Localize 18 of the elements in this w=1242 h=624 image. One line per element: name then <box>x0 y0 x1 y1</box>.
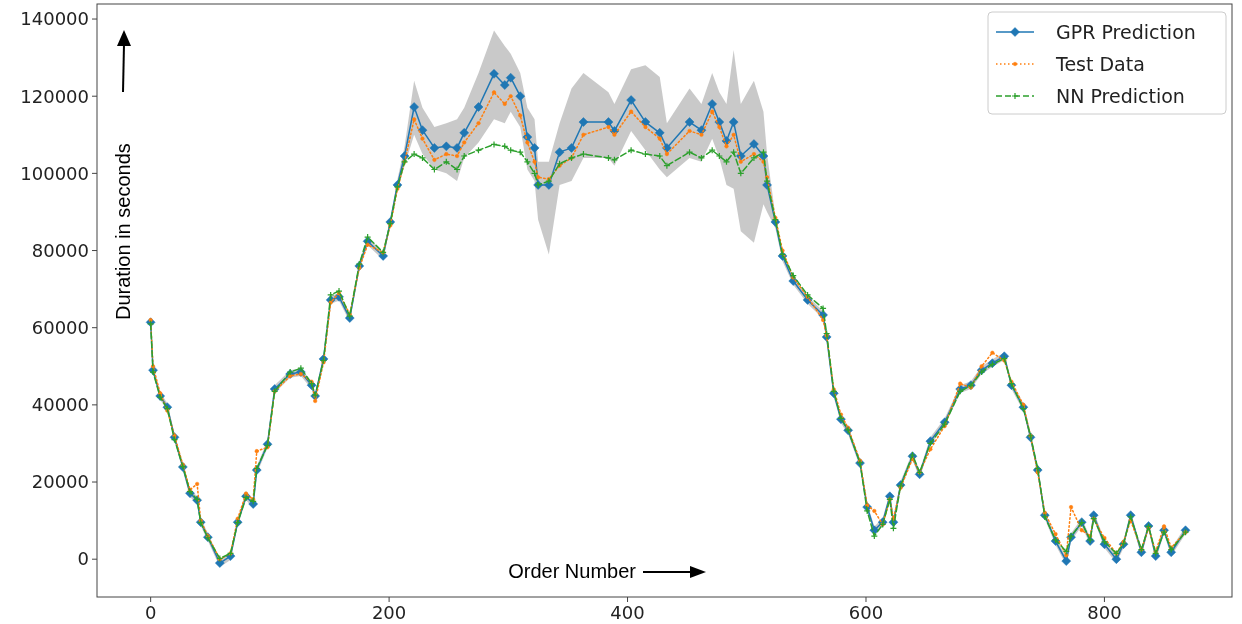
y-tick-label: 40000 <box>31 394 89 416</box>
y-tick-label: 0 <box>77 548 89 570</box>
y-tick-label: 80000 <box>31 239 89 261</box>
x-tick-label: 0 <box>144 602 157 623</box>
legend-label: Test Data <box>1055 52 1145 75</box>
x-tick-label: 200 <box>371 602 407 623</box>
x-tick-label: 400 <box>610 602 645 623</box>
x-tick-label: 800 <box>1087 602 1122 623</box>
legend-label: GPR Prediction <box>1056 20 1196 43</box>
y-tick-label: 20000 <box>31 471 89 493</box>
y-axis-title: Duration in seconds <box>112 143 134 320</box>
y-tick-label: 60000 <box>31 317 89 338</box>
legend-label: NN Prediction <box>1056 84 1185 107</box>
y-tick-label: 140000 <box>20 8 89 30</box>
y-tick-label: 100000 <box>20 162 89 184</box>
x-tick-label: 600 <box>848 602 884 623</box>
x-axis-title: Order Number <box>508 560 637 582</box>
y-tick-label: 120000 <box>20 85 89 107</box>
